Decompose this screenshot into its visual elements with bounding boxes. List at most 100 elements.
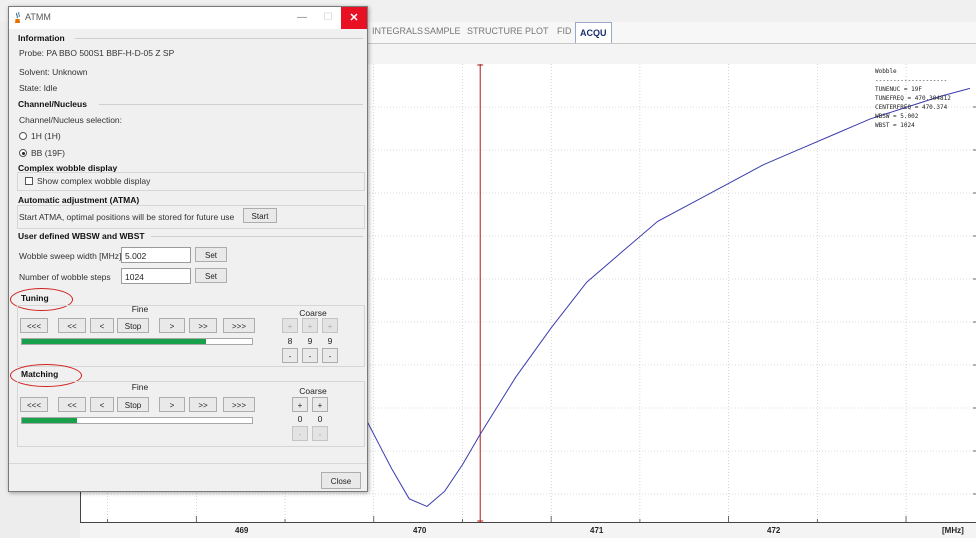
matching-medium-left-button[interactable]: << (58, 397, 86, 412)
sweep-width-input[interactable]: 5.002 (121, 247, 191, 263)
matching-fine-label: Fine (131, 382, 149, 392)
maximize-button[interactable]: ☐ (323, 12, 333, 23)
tab-integrals[interactable]: INTEGRALS (372, 26, 424, 36)
matching-coarse-minus-button[interactable]: - (292, 426, 308, 441)
x-axis-unit: [MHz] (942, 526, 964, 535)
sweep-width-label: Wobble sweep width [MHz] (19, 251, 122, 261)
tuning-coarse-plus-button[interactable]: + (282, 318, 298, 333)
tuning-progress-bar (21, 338, 253, 345)
close-button[interactable]: Close (321, 472, 361, 489)
wobble-info-line: CENTERFREQ = 470.374 (875, 104, 948, 111)
tuning-progress-fill (22, 339, 206, 344)
wobble-curve-line (257, 87, 971, 507)
wbsw-heading: User defined WBSW and WBST (18, 231, 145, 241)
complex-wobble-checkbox[interactable] (25, 177, 33, 185)
x-tick-label: 471 (590, 526, 604, 535)
matching-coarse-plus-button[interactable]: + (292, 397, 308, 412)
wobble-info-separator: -------------------- (875, 77, 948, 84)
wobble-info-line: TUNENUC = 19F (875, 86, 922, 93)
tuning-medium-right-button[interactable]: >> (189, 318, 217, 333)
matching-panel (17, 381, 365, 447)
matching-coarse-value: 0 (297, 414, 303, 424)
probe-text: Probe: PA BBO 500S1 BBF-H-D-05 Z SP (19, 48, 175, 58)
tuning-panel (17, 305, 365, 367)
tuning-step-right-button[interactable]: > (159, 318, 185, 333)
tuning-stop-button[interactable]: Stop (117, 318, 149, 333)
radio-bb-label[interactable]: BB (19F) (31, 148, 66, 158)
matching-coarse-value: 0 (317, 414, 323, 424)
tuning-fine-label: Fine (131, 304, 149, 314)
tuning-heading: Tuning (21, 293, 49, 303)
x-axis-labels: 469 470 471 472 [MHz] (80, 526, 976, 538)
tab-plot[interactable]: PLOT (525, 26, 549, 36)
x-tick-label: 472 (767, 526, 781, 535)
wobble-info-line: WBSW = 5.002 (875, 113, 919, 120)
atma-text: Start ATMA, optimal positions will be st… (19, 212, 235, 222)
radio-1h-label[interactable]: 1H (1H) (31, 131, 61, 141)
matching-progress-fill (22, 418, 78, 423)
set-sweep-button[interactable]: Set (195, 247, 227, 262)
minimize-button[interactable]: — (297, 12, 307, 23)
window-close-icon[interactable]: ✕ (341, 7, 367, 29)
solvent-text: Solvent: Unknown (19, 67, 88, 77)
tuning-coarse-value: 9 (327, 336, 333, 346)
tuning-coarse-minus-button[interactable]: - (322, 348, 338, 363)
tuning-coarse-value: 9 (307, 336, 313, 346)
matching-coarse-label: Coarse (299, 386, 327, 396)
wobble-steps-input[interactable]: 1024 (121, 268, 191, 284)
matching-medium-right-button[interactable]: >> (189, 397, 217, 412)
tab-sample[interactable]: SAMPLE (424, 26, 461, 36)
radio-bb[interactable] (19, 149, 27, 157)
complex-wobble-panel (17, 172, 365, 191)
wobble-info-title: Wobble (875, 68, 897, 75)
divider (75, 38, 363, 39)
wobble-info-line: WBST = 1024 (875, 122, 915, 129)
tuning-step-left-button[interactable]: < (90, 318, 114, 333)
x-tick-label: 469 (235, 526, 249, 535)
tuning-coarse-minus-button[interactable]: - (282, 348, 298, 363)
tab-fid[interactable]: FID (557, 26, 572, 36)
tuning-coarse-value: 8 (287, 336, 293, 346)
atma-panel (17, 205, 365, 229)
x-tick-label: 470 (413, 526, 427, 535)
atmm-dialog: ATMM — ☐ ✕ Information Probe: PA BBO 500… (8, 6, 368, 492)
channel-heading: Channel/Nucleus (18, 99, 87, 109)
java-cup-icon (15, 11, 20, 23)
channel-selection-label: Channel/Nucleus selection: (19, 115, 123, 125)
dialog-title: ATMM (25, 12, 51, 22)
wobble-curve-svg (81, 64, 976, 522)
tab-structure[interactable]: STRUCTURE (467, 26, 523, 36)
matching-coarse-plus-button[interactable]: + (312, 397, 328, 412)
tuning-coarse-label: Coarse (299, 308, 327, 318)
information-heading: Information (18, 33, 65, 43)
radio-1h[interactable] (19, 132, 27, 140)
wobble-steps-label: Number of wobble steps (19, 272, 111, 282)
complex-wobble-heading: Complex wobble display (18, 163, 118, 173)
tab-acqu[interactable]: ACQU (575, 22, 612, 43)
matching-highlight-oval (10, 364, 82, 387)
matching-step-right-button[interactable]: > (159, 397, 185, 412)
tuning-coarse-minus-button[interactable]: - (302, 348, 318, 363)
wobble-info-line: TUNEFREQ = 470.304812 (875, 95, 951, 102)
divider (151, 236, 363, 237)
tuning-highlight-oval (10, 288, 73, 311)
tuning-medium-left-button[interactable]: << (58, 318, 86, 333)
tuning-coarse-plus-button[interactable]: + (322, 318, 338, 333)
divider (9, 463, 367, 464)
matching-stop-button[interactable]: Stop (117, 397, 149, 412)
start-atma-button[interactable]: Start (243, 208, 277, 223)
tab-bar: INTEGRALS SAMPLE STRUCTURE PLOT FID ACQU (368, 22, 976, 44)
tuning-coarse-plus-button[interactable]: + (302, 318, 318, 333)
set-steps-button[interactable]: Set (195, 268, 227, 283)
dialog-titlebar[interactable]: ATMM — ☐ ✕ (9, 7, 367, 29)
tuning-fast-right-button[interactable]: >>> (223, 318, 255, 333)
complex-wobble-label[interactable]: Show complex wobble display (37, 176, 151, 186)
wobble-info-box: Wobble -------------------- TUNENUC = 19… (875, 67, 973, 130)
matching-fast-left-button[interactable]: <<< (20, 397, 48, 412)
matching-progress-bar (21, 417, 253, 424)
tuning-fast-left-button[interactable]: <<< (20, 318, 48, 333)
atma-heading: Automatic adjustment (ATMA) (18, 195, 140, 205)
matching-coarse-minus-button[interactable]: - (312, 426, 328, 441)
matching-fast-right-button[interactable]: >>> (223, 397, 255, 412)
matching-step-left-button[interactable]: < (90, 397, 114, 412)
